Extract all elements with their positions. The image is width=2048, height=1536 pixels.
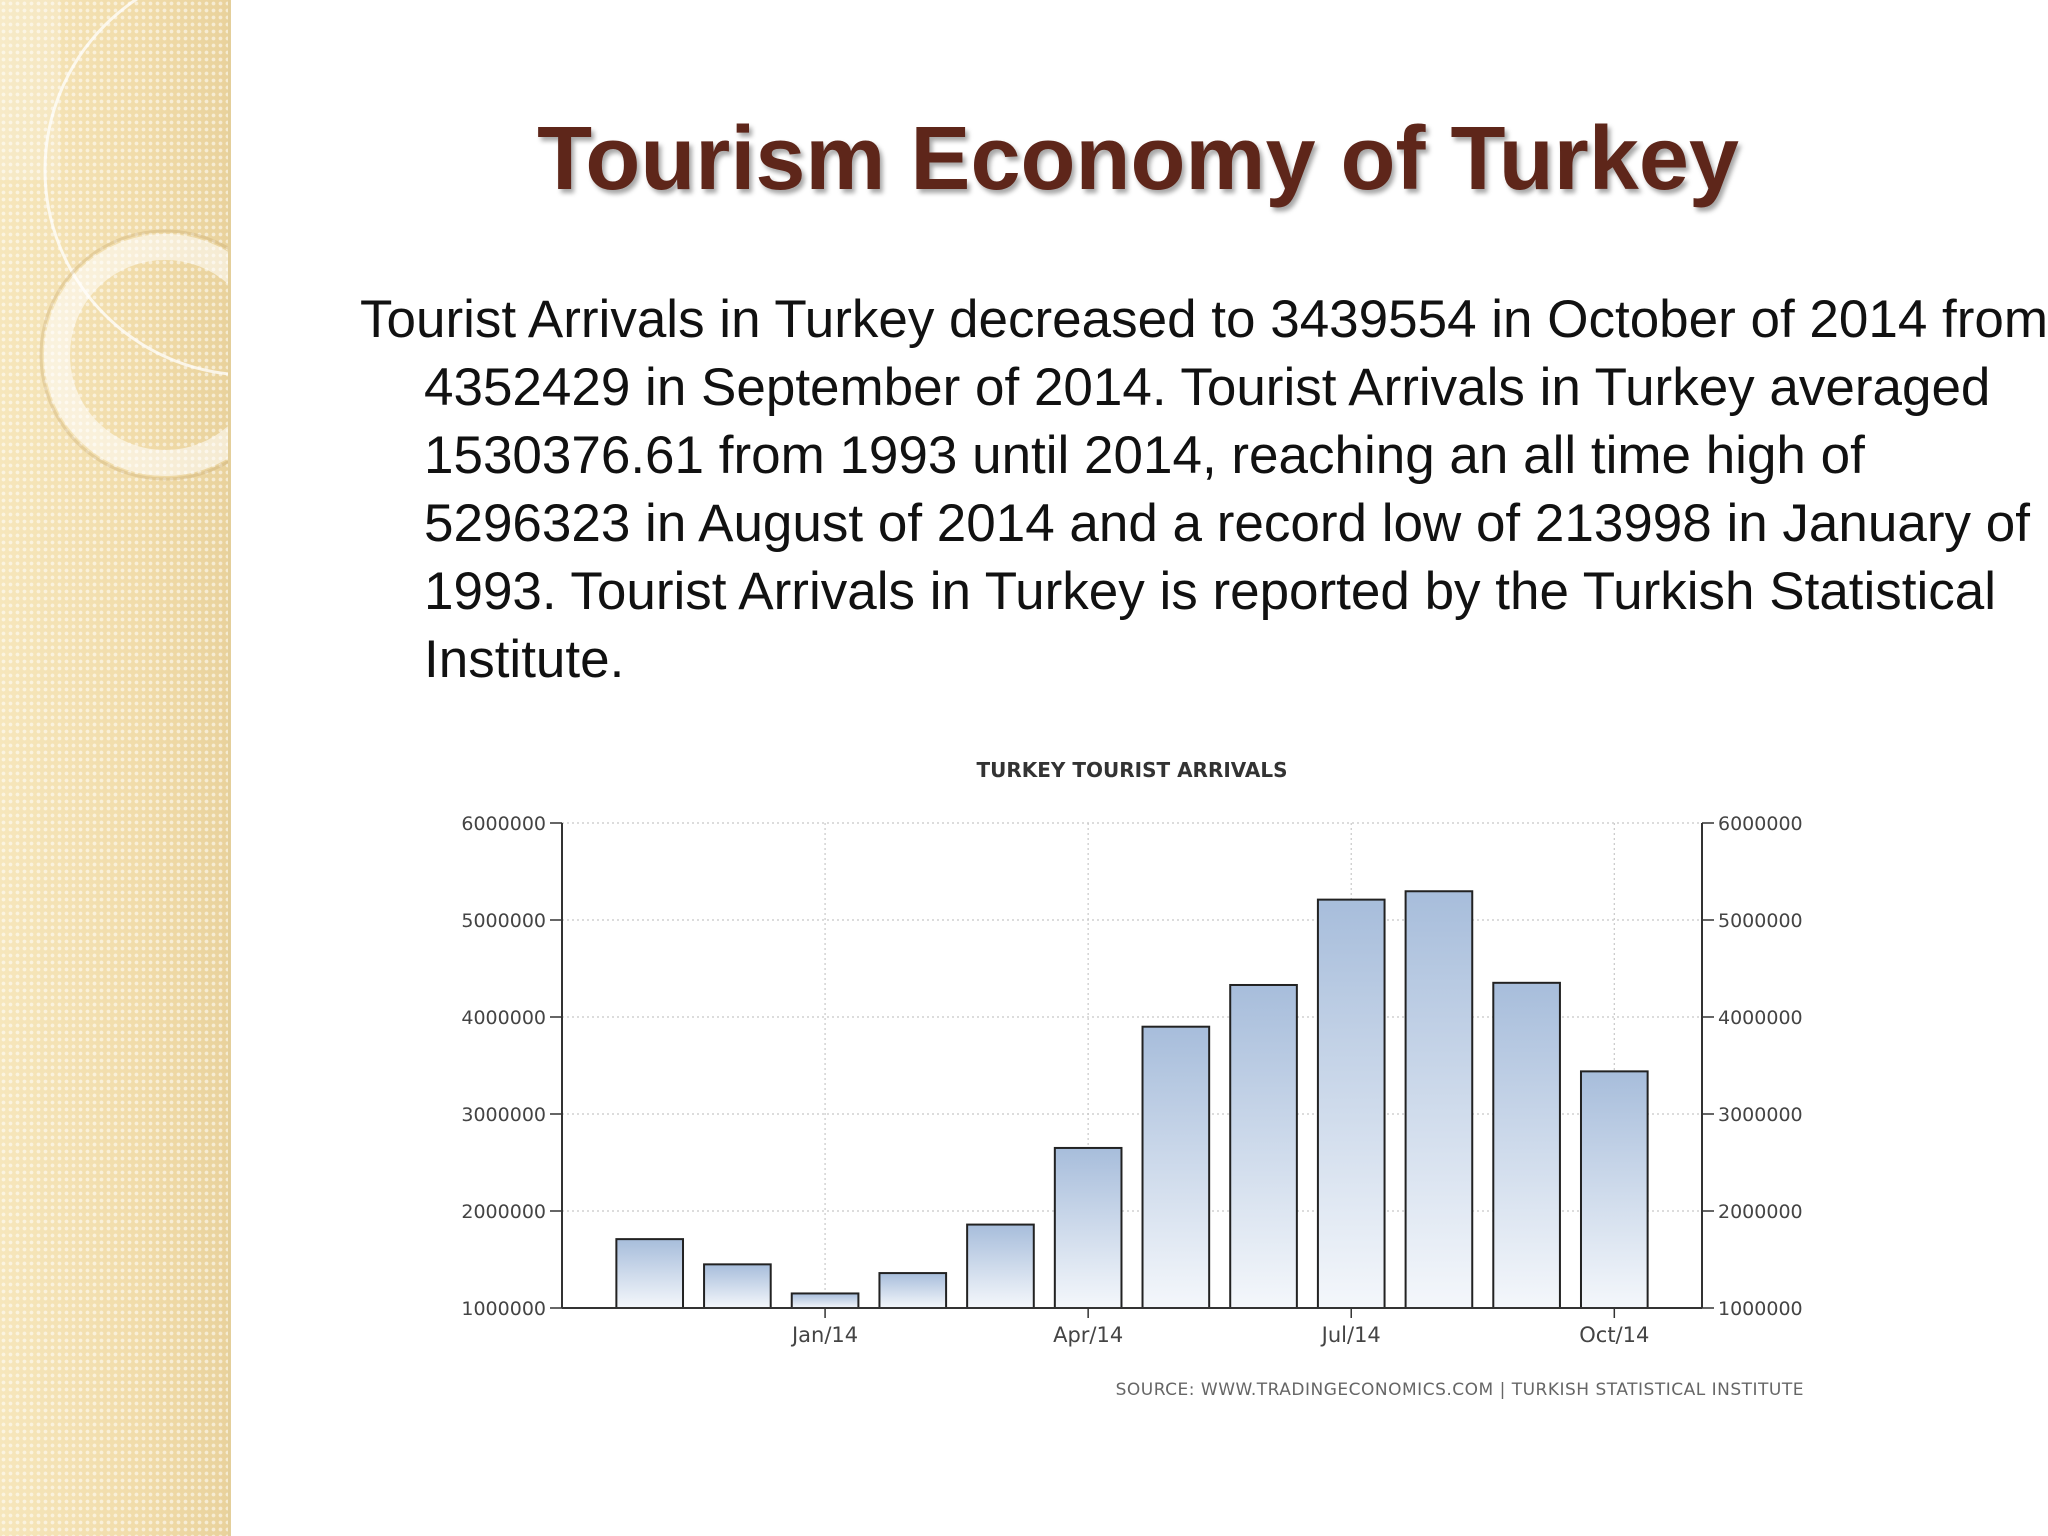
chart-title: TURKEY TOURIST ARRIVALS — [976, 758, 1287, 782]
y-tick-label-right: 6000000 — [1718, 813, 1803, 835]
bar-mar-14 — [966, 1223, 1035, 1309]
chart-source: SOURCE: WWW.TRADINGECONOMICS.COM | TURKI… — [1116, 1380, 1804, 1400]
y-tick-label-right: 1000000 — [1718, 1298, 1803, 1320]
y-tick-label-right: 4000000 — [1718, 1007, 1803, 1029]
slide-title: Tourism Economy of Turkey — [537, 109, 1739, 209]
bar-may-14 — [1141, 1025, 1211, 1309]
bar-aug-14 — [1404, 890, 1474, 1309]
decorative-rings — [0, 0, 228, 481]
bar-jan-14 — [790, 1292, 860, 1310]
y-tick-label-right: 2000000 — [1718, 1201, 1803, 1223]
decorative-side-panel — [0, 0, 231, 1536]
bar-sep-14 — [1492, 981, 1561, 1309]
bar-nov-13 — [615, 1238, 685, 1310]
y-tick-label-left: 6000000 — [461, 813, 546, 835]
y-tick-label-left: 3000000 — [461, 1104, 546, 1126]
bar-dec-13 — [703, 1263, 772, 1309]
x-tick-label: Oct/14 — [1579, 1323, 1649, 1347]
y-tick-label-left: 4000000 — [461, 1007, 546, 1029]
slide-body-text: Tourist Arrivals in Turkey decreased to … — [360, 290, 2048, 689]
x-tick-label: Apr/14 — [1053, 1323, 1123, 1347]
bar-feb-14 — [878, 1272, 948, 1310]
x-tick-label: Jan/14 — [790, 1323, 858, 1347]
tourist-arrivals-chart: TURKEY TOURIST ARRIVALS 6000000 6000000 500… — [420, 745, 1840, 1425]
bar-apr-14 — [1053, 1146, 1123, 1310]
bar-jun-14 — [1229, 983, 1298, 1310]
y-tick-label-right: 5000000 — [1718, 910, 1803, 932]
bar-oct-14 — [1579, 1070, 1649, 1309]
y-tick-label-left: 1000000 — [461, 1298, 546, 1320]
y-tick-label-right: 3000000 — [1718, 1104, 1803, 1126]
y-tick-label-left: 5000000 — [461, 910, 546, 932]
x-tick-label: Jul/14 — [1320, 1323, 1381, 1347]
chart-svg: TURKEY TOURIST ARRIVALS 6000000 6000000 500… — [461, 758, 1804, 1400]
y-tick-label-left: 2000000 — [461, 1201, 546, 1223]
bar-jul-14 — [1316, 898, 1386, 1309]
